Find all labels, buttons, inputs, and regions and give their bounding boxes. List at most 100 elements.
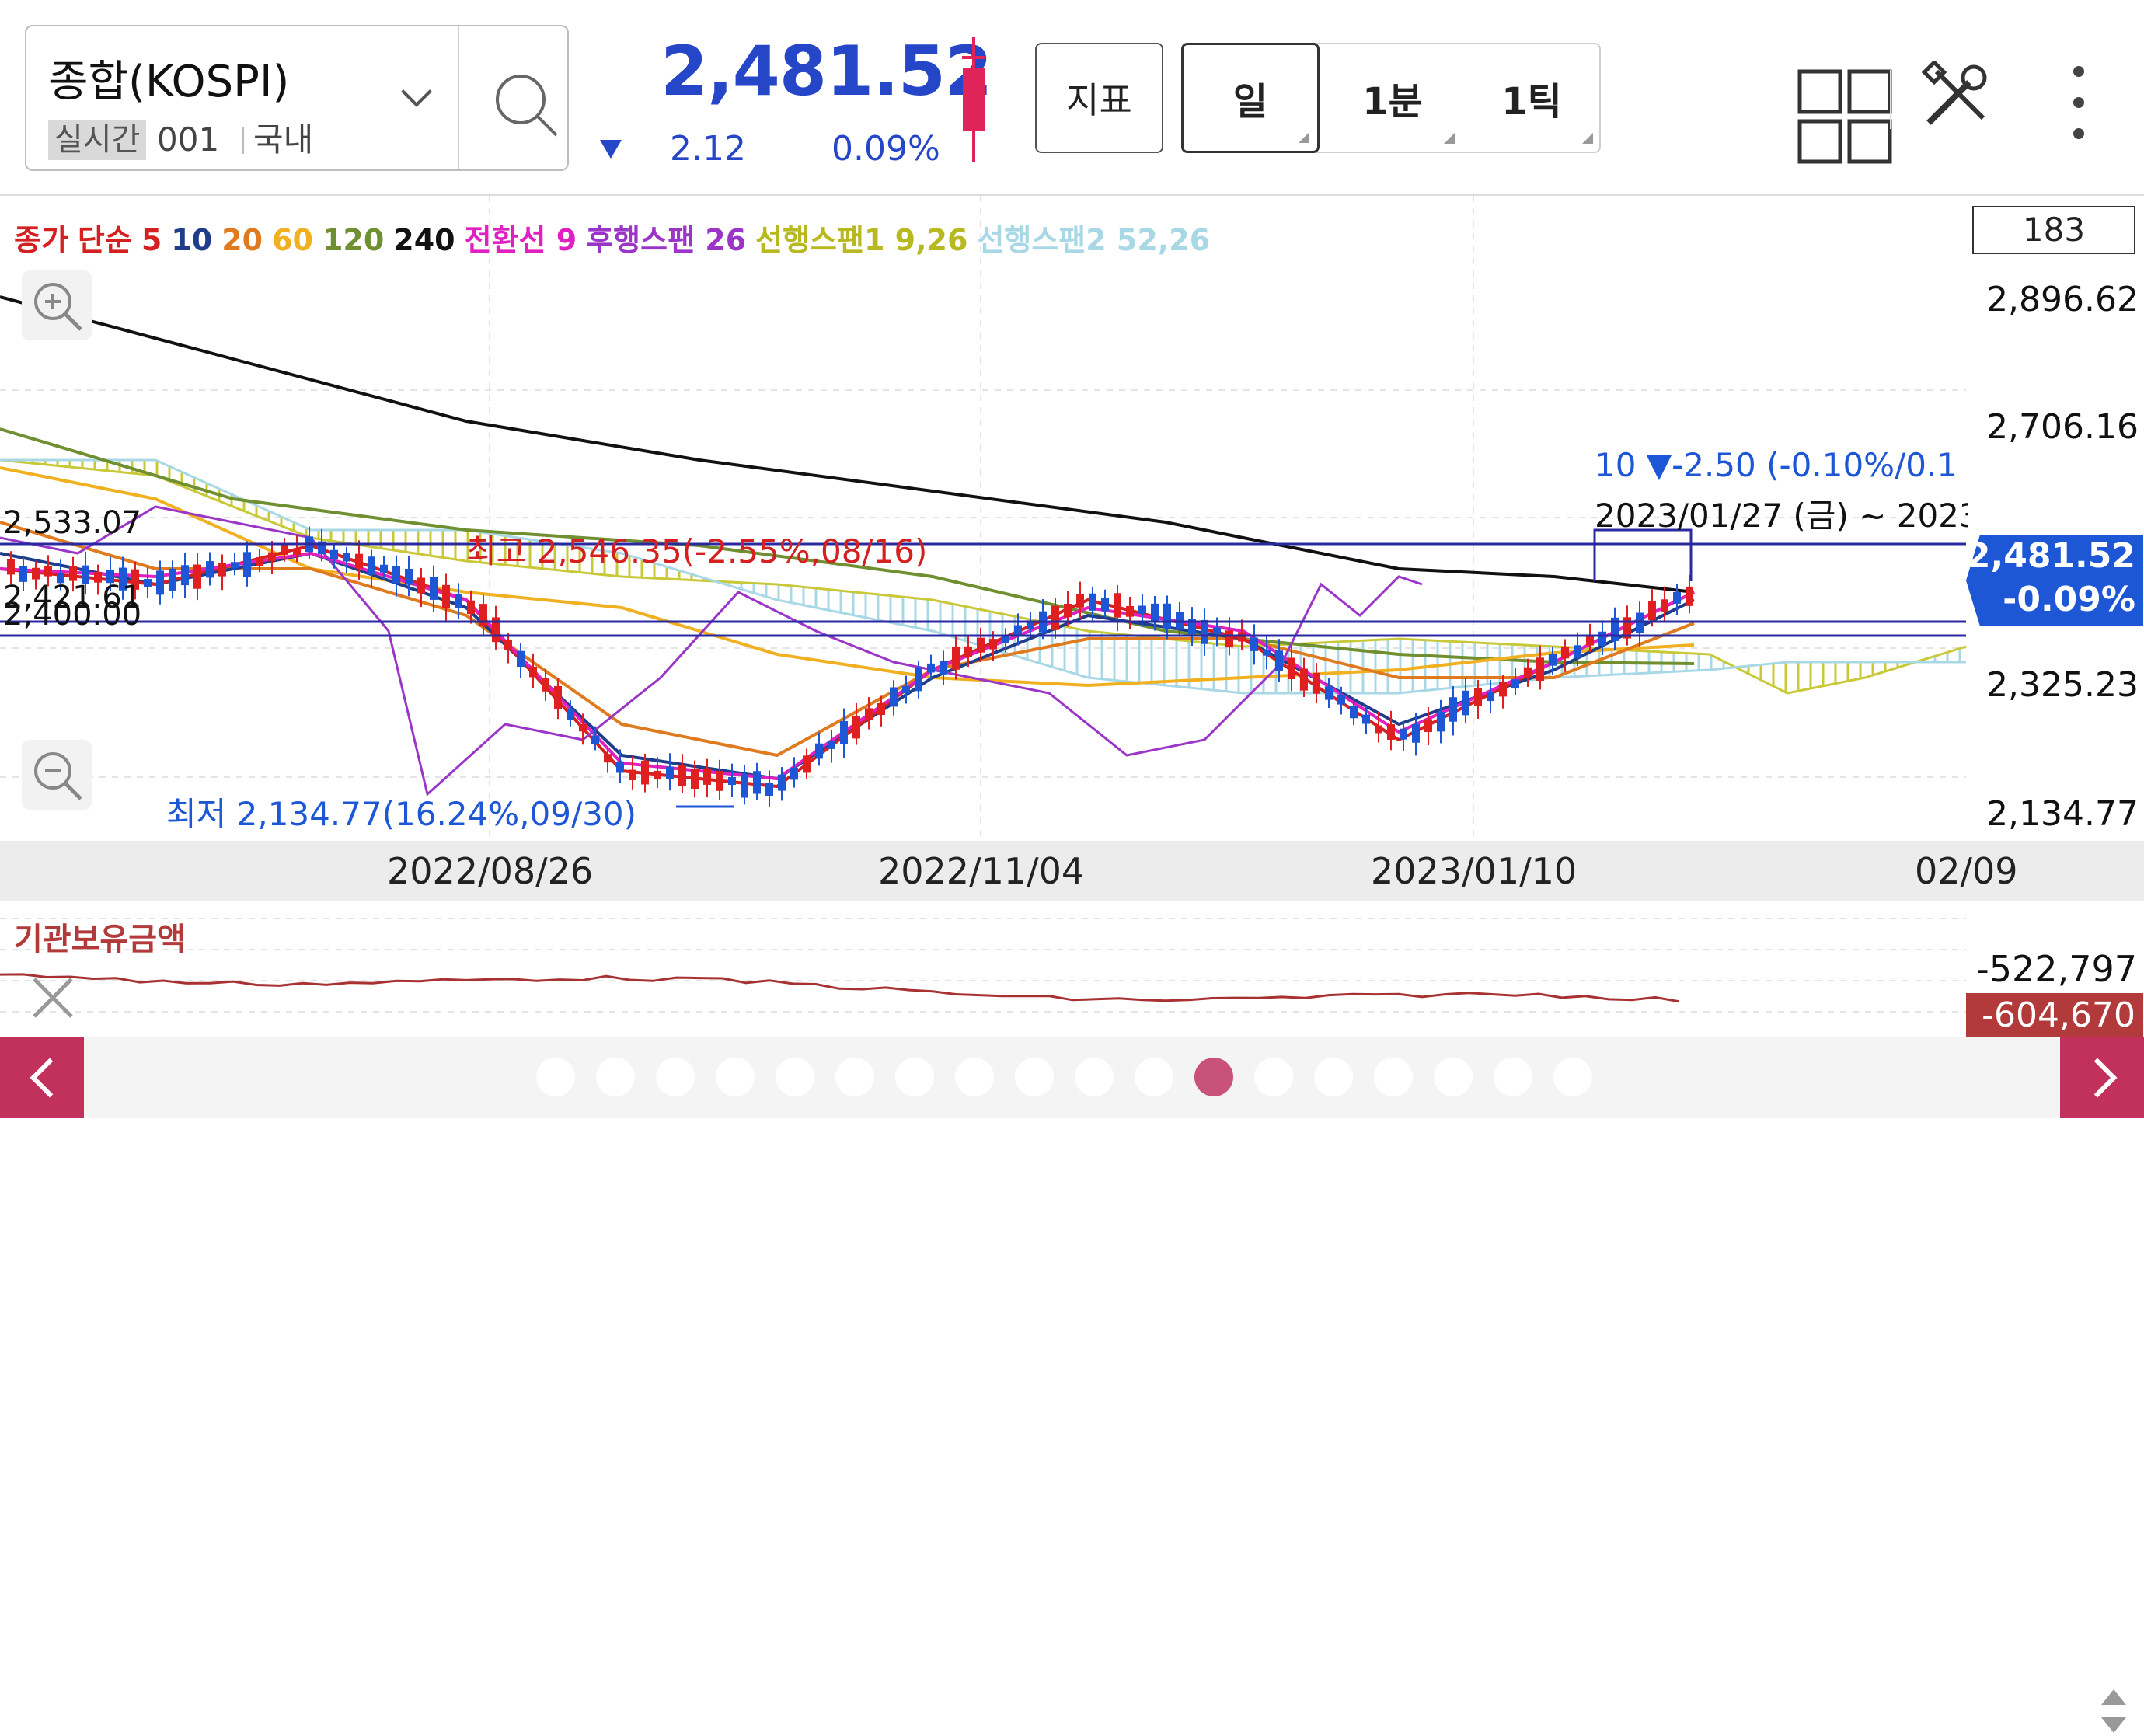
ma240-line [0,295,1695,594]
header: 종합(KOSPI) 실시간 001 국내 2,481.52 2.12 0.09%… [0,0,2144,175]
legend-item[interactable]: 5 [141,223,162,257]
candle-body [32,567,40,580]
pager-dot[interactable] [1434,1058,1473,1096]
tab-label: 일 [1232,80,1268,124]
symbol-selector[interactable]: 종합(KOSPI) 실시간 001 국내 [25,25,569,171]
candle-body [206,561,214,578]
legend-item[interactable]: 10 [171,223,213,257]
tab-1min[interactable]: 1분 [1323,44,1462,152]
close-icon[interactable] [28,973,78,1023]
symbol-code: 001 [157,120,220,159]
pager-dot[interactable] [536,1058,575,1096]
pager-dot[interactable] [1553,1058,1592,1096]
candle-count-box[interactable]: 183 [1972,206,2135,254]
tab-label: 1분 [1362,80,1423,124]
candle-body [1623,617,1631,639]
candle-body [19,566,27,582]
legend-item[interactable]: 후행스팬 26 [586,223,747,257]
main-candlestick-chart[interactable] [0,196,2144,841]
institution-holdings-chart[interactable] [0,903,2144,1034]
chevron-down-icon[interactable] [401,76,432,107]
legend-item[interactable]: 단순 [77,223,132,257]
tab-day[interactable]: 일 [1181,43,1320,153]
pager-dot[interactable] [1314,1058,1353,1096]
pager-dot[interactable] [955,1058,994,1096]
candle-body [1201,619,1208,644]
candle-body [765,783,773,796]
pager-dot[interactable] [776,1058,814,1096]
candle-body [1561,647,1569,659]
legend-item[interactable]: 종가 [14,223,68,257]
candle-body [318,541,326,555]
pager-dot[interactable] [895,1058,934,1096]
candle-body [741,774,748,798]
pager-dot[interactable] [596,1058,635,1096]
legend-item[interactable]: 240 [393,223,455,257]
legend-item[interactable]: 120 [322,223,385,257]
pager-dot[interactable] [1374,1058,1413,1096]
candle-body [1027,622,1034,629]
price-change: 2.12 [670,129,746,169]
candle-body [1263,649,1271,656]
candle-body [678,765,686,786]
legend-item[interactable]: 선행스팬2 52,26 [977,223,1211,257]
symbol-name[interactable]: 종합(KOSPI) [48,57,290,107]
low-annotation: 최저 2,134.77(16.24%,09/30) [166,795,636,833]
candle-body [629,769,636,781]
pager-dot[interactable] [1075,1058,1114,1096]
candle-body [852,716,860,739]
x-axis[interactable]: 2022/08/26 2022/11/04 2023/01/10 02/09 [0,841,2144,1733]
candle-body [1412,724,1420,743]
candles [7,526,1693,807]
candle-body [828,741,835,749]
period-change-info: 10 ▼-2.50 (-0.10%/0.1 [1595,446,1958,484]
candle-body [1661,599,1668,612]
scroll-up-down-icon[interactable] [2098,1686,2129,1736]
pager-dot[interactable] [656,1058,695,1096]
prev-chart-button[interactable] [0,1037,84,1118]
period-bracket [1593,528,1693,581]
candle-body [1064,603,1072,618]
candle-body [1163,603,1171,629]
pager-dot[interactable] [1015,1058,1054,1096]
y-axis-label: 2,134.77 [1986,794,2139,834]
tools-icon[interactable] [1921,61,1992,132]
candle-body [964,646,972,657]
next-chart-button[interactable] [2060,1037,2144,1118]
indicator-button[interactable]: 지표 [1035,43,1163,153]
candle-body [1337,695,1345,705]
pager-dot[interactable] [1494,1058,1532,1096]
legend-item[interactable]: 20 [221,223,263,257]
candle-body [169,568,176,591]
legend-item[interactable]: 60 [272,223,313,257]
tab-1tick[interactable]: 1틱 [1462,44,1601,152]
pager-dot[interactable] [716,1058,755,1096]
pager-dot[interactable] [1194,1058,1233,1096]
candle-body [1014,625,1022,637]
candle-body [940,660,947,675]
period-date-range: 2023/01/27 (금) ~ 2023 [1595,497,1968,535]
chevron-left-icon [30,1058,70,1098]
chart-pager [0,1037,2144,1118]
candle-body [1250,637,1258,651]
candle-body [840,721,848,744]
zoom-in-icon[interactable] [22,270,92,340]
price-level-label: 2,533.07 [3,505,142,541]
candle-body [877,702,885,716]
x-axis-label: 02/09 [1915,850,2018,892]
pager-dot[interactable] [1254,1058,1293,1096]
pager-dot[interactable] [835,1058,874,1096]
more-vertical-icon[interactable] [2063,64,2094,141]
grid-layout-icon[interactable] [1797,68,1896,168]
candle-body [368,556,375,575]
zoom-out-icon[interactable] [22,740,92,810]
pager-dot[interactable] [1135,1058,1173,1096]
ma20-line [0,521,1695,758]
candle-body [1362,714,1370,724]
candle-body [1051,605,1059,630]
candle-body [131,569,139,590]
legend-item[interactable]: 선행스팬1 9,26 [755,223,968,257]
indicator-legend[interactable]: 종가 단순 5 10 20 60 120 240 전환선 9 후행스팬 26 선행스팬1 9,26 선… [14,216,1219,259]
legend-item[interactable]: 전환선 9 [464,223,577,257]
search-icon[interactable] [480,59,573,152]
